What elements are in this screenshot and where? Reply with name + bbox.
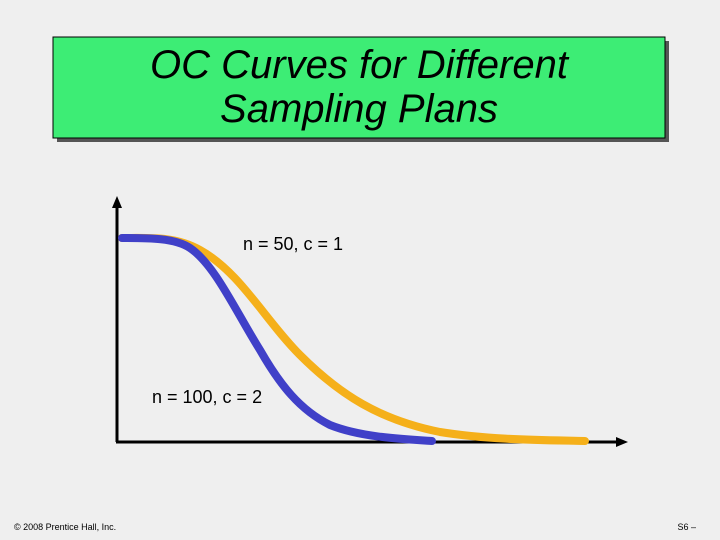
title-line: Sampling Plans bbox=[220, 87, 498, 131]
x-axis-arrow bbox=[616, 437, 628, 447]
y-axis-arrow bbox=[112, 196, 122, 208]
copyright: © 2008 Prentice Hall, Inc. bbox=[14, 522, 116, 532]
title-line: OC Curves for Different bbox=[150, 43, 570, 87]
oc-curve bbox=[118, 234, 436, 445]
curve-label: n = 100, c = 2 bbox=[152, 387, 262, 407]
title-box bbox=[52, 36, 666, 139]
page-number: S6 – bbox=[677, 522, 696, 532]
curve-label: n = 50, c = 1 bbox=[243, 234, 343, 254]
